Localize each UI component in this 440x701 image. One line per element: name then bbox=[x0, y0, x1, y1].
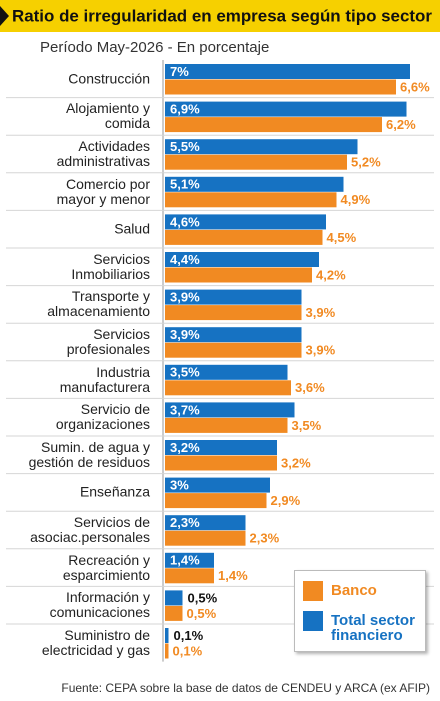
bar bbox=[165, 229, 323, 245]
value-label: 3,5% bbox=[170, 365, 200, 380]
bar bbox=[165, 530, 246, 546]
value-label: 4,9% bbox=[341, 192, 371, 207]
bar bbox=[165, 380, 291, 396]
bar bbox=[165, 79, 396, 95]
category-label: Industria manufacturera bbox=[59, 363, 150, 395]
bar bbox=[165, 64, 410, 79]
category-label: Enseñanza bbox=[79, 483, 150, 500]
category-label: Recreación y esparcimiento bbox=[62, 551, 150, 583]
value-label: 0,5% bbox=[188, 590, 218, 605]
value-label: 4,5% bbox=[327, 230, 357, 245]
category-label: Alojamiento y comida bbox=[65, 100, 150, 132]
category-label: Servicio de organizaciones bbox=[55, 401, 150, 433]
bar bbox=[165, 477, 270, 493]
value-label: 0,1% bbox=[173, 643, 203, 658]
value-label: 3,2% bbox=[281, 455, 311, 470]
bar bbox=[165, 117, 382, 133]
bar bbox=[165, 552, 214, 568]
bar bbox=[165, 605, 183, 621]
bar bbox=[165, 305, 302, 321]
value-label: 5,1% bbox=[170, 177, 200, 192]
bar bbox=[165, 139, 358, 155]
value-label: 6,6% bbox=[400, 79, 430, 94]
legend-label: Banco bbox=[331, 582, 377, 599]
bar bbox=[165, 192, 337, 208]
bar bbox=[165, 440, 277, 455]
bar bbox=[165, 364, 288, 380]
bar bbox=[165, 568, 214, 584]
bar bbox=[165, 628, 169, 643]
value-label: 5,2% bbox=[351, 155, 381, 170]
category-label: Transporte y almacenamiento bbox=[47, 288, 150, 320]
value-label: 3,5% bbox=[292, 418, 322, 433]
category-label: Servicios de asociac.personales bbox=[30, 514, 150, 545]
value-label: 3,9% bbox=[170, 327, 200, 342]
value-label: 2,3% bbox=[170, 515, 200, 530]
value-label: 3,2% bbox=[170, 440, 200, 455]
title-bar bbox=[0, 0, 440, 32]
legend-label: Total sector financiero bbox=[331, 612, 415, 644]
value-label: 4,2% bbox=[316, 267, 346, 282]
category-label: Actividades administrativas bbox=[56, 138, 150, 169]
legend-swatch bbox=[303, 611, 323, 631]
bar bbox=[165, 515, 246, 531]
category-label: Salud bbox=[114, 220, 150, 237]
legend-swatch bbox=[303, 581, 323, 601]
bar bbox=[165, 214, 326, 230]
value-label: 0,5% bbox=[187, 606, 217, 621]
bar bbox=[165, 402, 295, 418]
bar bbox=[165, 643, 169, 659]
value-label: 1,4% bbox=[218, 568, 248, 583]
value-label: 3,9% bbox=[170, 290, 200, 305]
bar bbox=[165, 289, 302, 305]
category-label: Comercio por mayor y menor bbox=[56, 175, 150, 207]
value-label: 3% bbox=[170, 478, 189, 493]
bar bbox=[165, 101, 407, 117]
source-note: Fuente: CEPA sobre la base de datos de C… bbox=[61, 681, 430, 695]
value-label: 3,7% bbox=[170, 402, 200, 417]
value-label: 1,4% bbox=[170, 553, 200, 568]
value-label: 4,4% bbox=[170, 252, 200, 267]
value-label: 3,9% bbox=[306, 305, 336, 320]
category-label: Información y comunicaciones bbox=[49, 589, 150, 621]
bar bbox=[165, 417, 288, 433]
title-arrow bbox=[0, 6, 9, 26]
value-label: 0,1% bbox=[174, 628, 204, 643]
category-label: Servicios Inmobiliarios bbox=[71, 250, 150, 282]
bar bbox=[165, 342, 302, 358]
bar bbox=[165, 267, 312, 283]
value-label: 3,6% bbox=[295, 380, 325, 395]
value-label: 2,3% bbox=[250, 531, 280, 546]
value-label: 5,5% bbox=[170, 139, 200, 154]
bar bbox=[165, 493, 267, 509]
category-label: Suministro de electricidad y gas bbox=[41, 626, 150, 658]
bar bbox=[165, 176, 344, 192]
chart-subtitle: Período May-2026 - En porcentaje bbox=[40, 39, 269, 56]
value-label: 4,6% bbox=[170, 214, 200, 229]
legend: Banco Total sector financiero bbox=[294, 570, 426, 652]
bar bbox=[165, 590, 183, 606]
value-label: 6,2% bbox=[386, 117, 416, 132]
chart-title: Ratio de irregularidad en empresa según … bbox=[12, 6, 432, 25]
value-label: 3,9% bbox=[306, 343, 336, 358]
category-label: Construcción bbox=[68, 70, 150, 87]
value-label: 6,9% bbox=[170, 102, 200, 117]
bar bbox=[165, 327, 302, 343]
bar bbox=[165, 154, 347, 170]
value-label: 2,9% bbox=[271, 493, 301, 508]
bar bbox=[165, 252, 319, 267]
category-label: Sumin. de agua y gestión de residuos bbox=[28, 438, 150, 470]
bar bbox=[165, 455, 277, 471]
category-label: Servicios profesionales bbox=[66, 326, 150, 357]
value-label: 7% bbox=[170, 64, 189, 79]
